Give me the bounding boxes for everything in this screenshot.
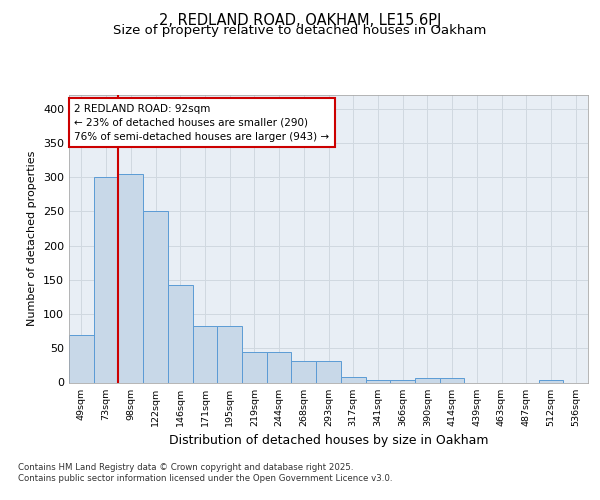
Bar <box>440 378 464 382</box>
Bar <box>94 177 118 382</box>
Bar <box>193 326 217 382</box>
Bar <box>316 360 341 382</box>
Bar <box>69 334 94 382</box>
Bar <box>143 212 168 382</box>
Bar <box>217 326 242 382</box>
Bar <box>242 352 267 382</box>
Text: 2 REDLAND ROAD: 92sqm
← 23% of detached houses are smaller (290)
76% of semi-det: 2 REDLAND ROAD: 92sqm ← 23% of detached … <box>74 104 329 142</box>
Bar <box>118 174 143 382</box>
Text: Contains public sector information licensed under the Open Government Licence v3: Contains public sector information licen… <box>18 474 392 483</box>
Text: Size of property relative to detached houses in Oakham: Size of property relative to detached ho… <box>113 24 487 37</box>
Bar <box>168 284 193 382</box>
Bar <box>341 377 365 382</box>
Bar <box>365 380 390 382</box>
X-axis label: Distribution of detached houses by size in Oakham: Distribution of detached houses by size … <box>169 434 488 447</box>
Y-axis label: Number of detached properties: Number of detached properties <box>28 151 37 326</box>
Bar <box>539 380 563 382</box>
Bar <box>267 352 292 382</box>
Bar <box>292 360 316 382</box>
Bar <box>390 380 415 382</box>
Text: 2, REDLAND ROAD, OAKHAM, LE15 6PJ: 2, REDLAND ROAD, OAKHAM, LE15 6PJ <box>159 12 441 28</box>
Text: Contains HM Land Registry data © Crown copyright and database right 2025.: Contains HM Land Registry data © Crown c… <box>18 462 353 471</box>
Bar <box>415 378 440 382</box>
